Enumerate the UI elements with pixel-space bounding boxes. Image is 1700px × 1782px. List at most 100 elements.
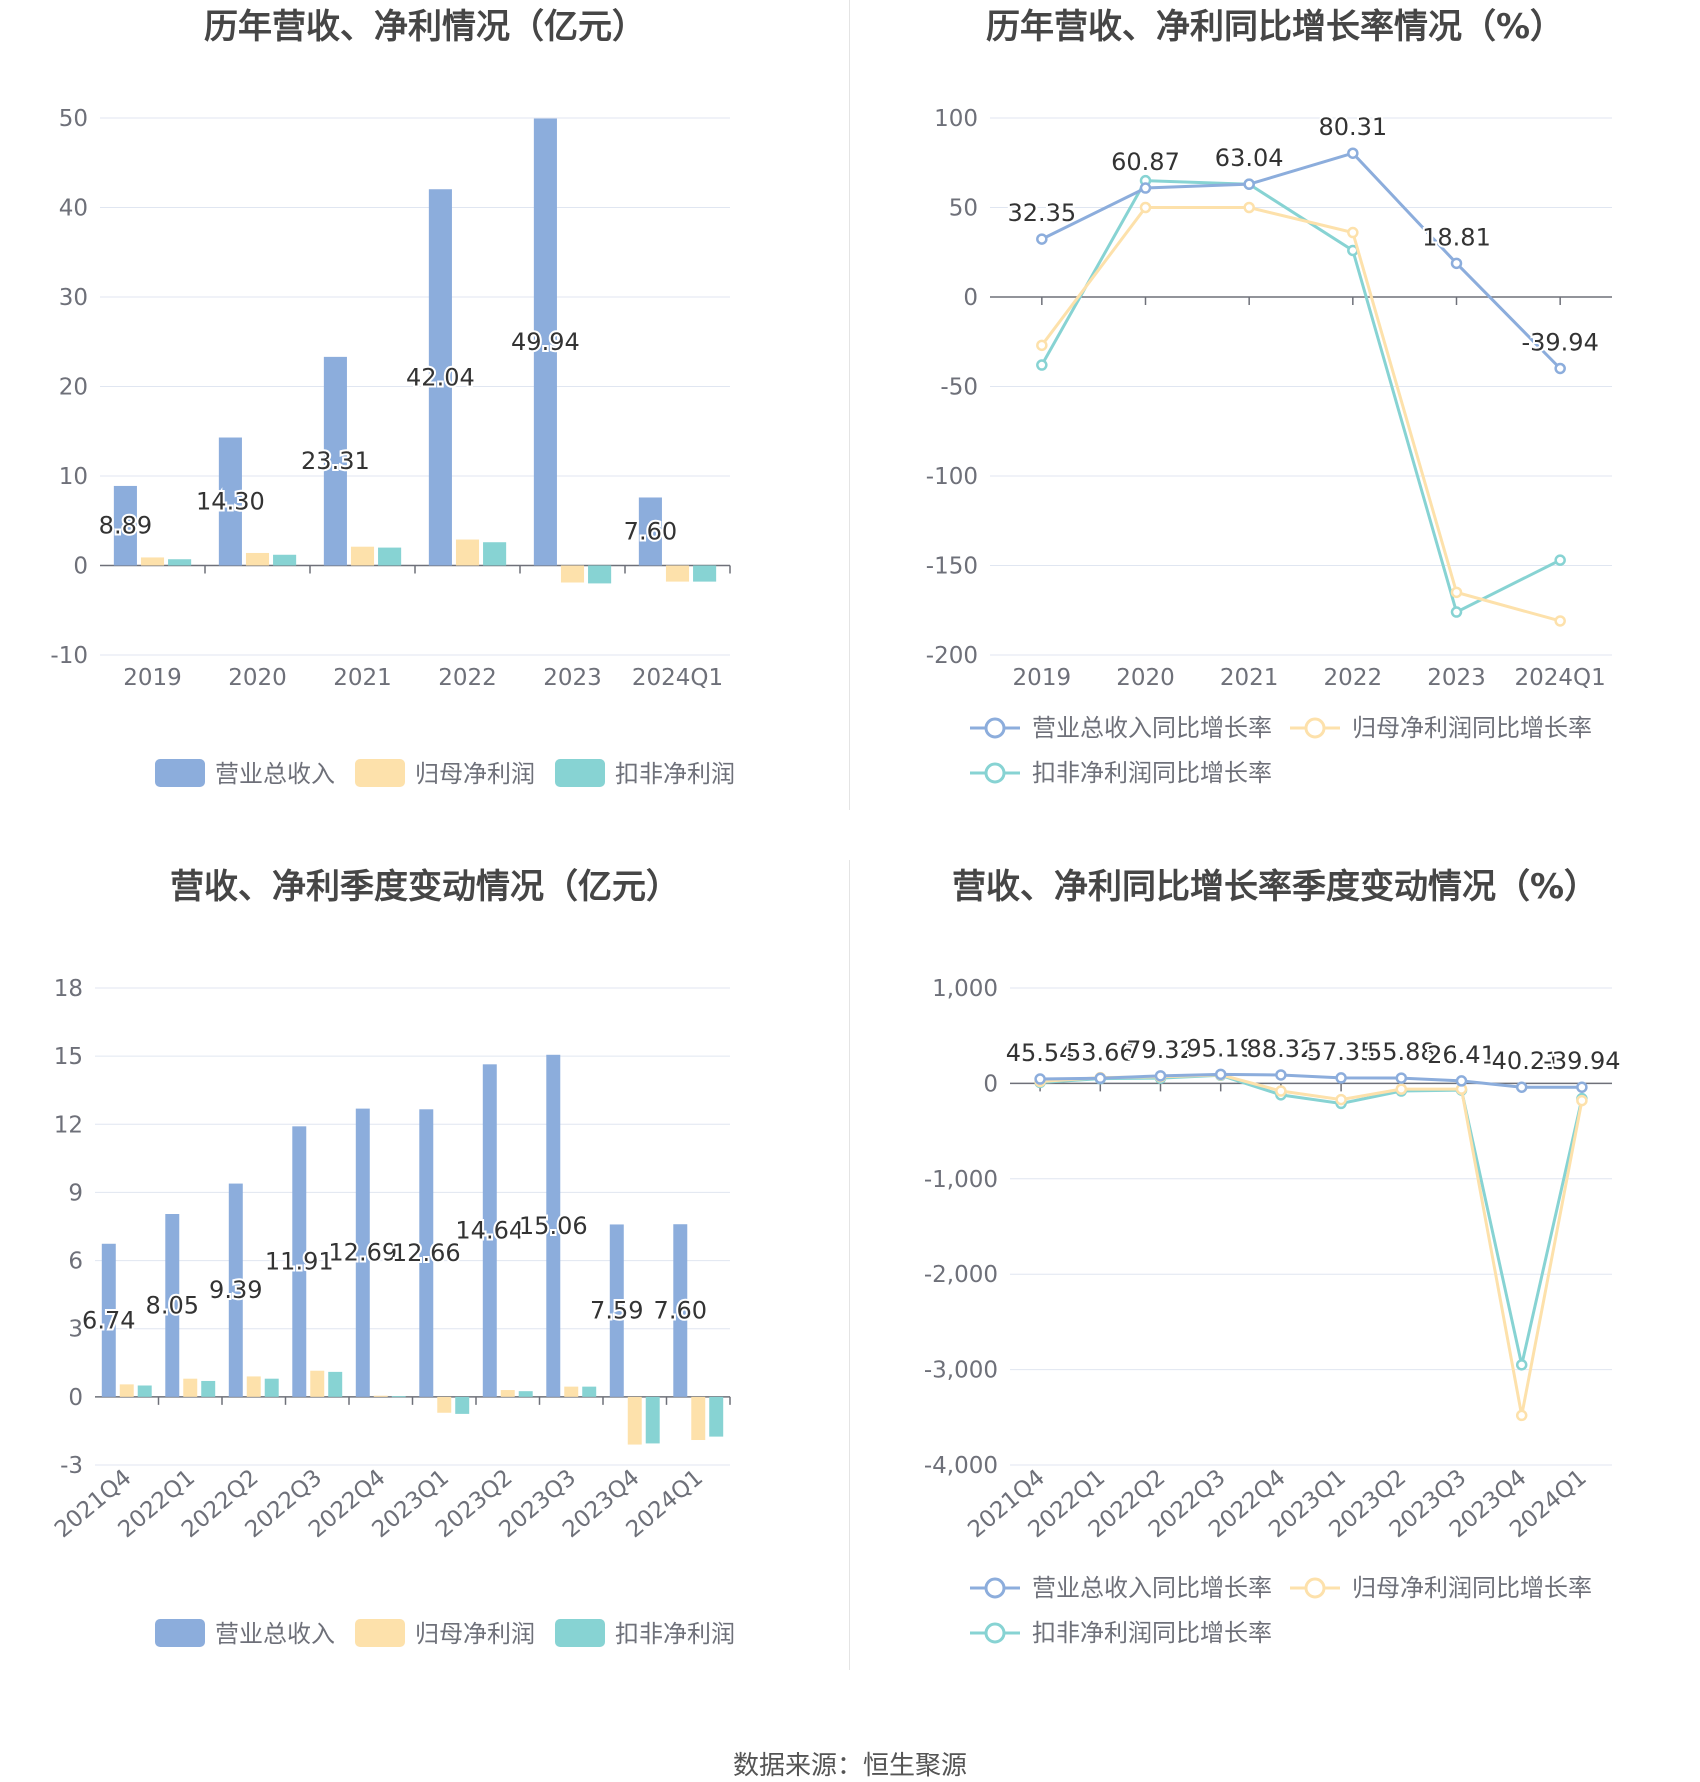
- data-point: [1347, 147, 1359, 159]
- x-tick-label: 2020: [228, 665, 287, 691]
- y-tick-label: -10: [50, 643, 88, 669]
- data-point: [1395, 1072, 1408, 1084]
- data-label: 14.64: [455, 1217, 524, 1245]
- y-tick-label: 100: [934, 106, 978, 132]
- bar-deducted-profit: [328, 1371, 343, 1397]
- data-label: 12.69: [328, 1239, 397, 1267]
- legend-marker: [984, 1622, 1006, 1644]
- x-tick-label: 2022: [1324, 665, 1383, 691]
- data-point: [1450, 586, 1463, 599]
- data-point: [1554, 554, 1566, 566]
- bar-net-profit: [500, 1390, 515, 1397]
- bar-revenue: [482, 1064, 497, 1397]
- y-tick-label: -50: [940, 375, 978, 401]
- data-label: 8.05: [146, 1291, 199, 1319]
- data-point: [1450, 257, 1463, 270]
- data-label: 63.04: [1215, 144, 1284, 172]
- data-point: [1335, 1072, 1347, 1084]
- chart-title: 营收、净利同比增长率季度变动情况（%）: [952, 867, 1598, 907]
- legend-marker: [984, 717, 1006, 739]
- bar-net-profit: [373, 1395, 388, 1397]
- data-label: 6.74: [82, 1306, 135, 1334]
- legend-label: 营业总收入: [215, 760, 335, 788]
- bar-net-profit: [140, 557, 165, 566]
- bar-revenue: [609, 1224, 624, 1397]
- data-point: [1515, 1359, 1528, 1371]
- y-tick-label: -2,000: [924, 1262, 998, 1288]
- bar-net-profit: [560, 565, 585, 583]
- data-label: 79.32: [1126, 1036, 1195, 1064]
- bar-net-profit: [119, 1384, 134, 1397]
- data-label: 26.41: [1427, 1041, 1496, 1069]
- legend-swatch: [155, 759, 205, 787]
- legend-label: 归母净利润: [415, 1620, 535, 1648]
- bar-deducted-profit: [273, 554, 297, 566]
- x-tick-label: 2022: [438, 665, 497, 691]
- bar-deducted-profit: [483, 542, 507, 566]
- data-point: [1347, 226, 1359, 239]
- y-tick-label: 6: [68, 1249, 83, 1275]
- data-label: 8.89: [99, 512, 152, 540]
- bar-deducted-profit: [264, 1378, 279, 1397]
- y-tick-label: 30: [59, 285, 88, 311]
- bar-revenue: [546, 1054, 561, 1397]
- data-point: [1275, 1069, 1287, 1081]
- series-line-deducted-profit-growth: [1040, 1073, 1584, 1366]
- divider-top: [849, 0, 850, 810]
- legend-label: 扣非净利润: [615, 760, 735, 788]
- data-point: [1554, 362, 1566, 375]
- data-point: [1515, 1409, 1528, 1422]
- bar-deducted-profit: [455, 1396, 470, 1414]
- bar-revenue: [428, 189, 452, 566]
- data-label: 11.91: [265, 1248, 334, 1276]
- data-label: -40.21: [1483, 1047, 1560, 1075]
- y-tick-label: -150: [926, 554, 978, 580]
- data-point: [1139, 201, 1152, 214]
- chart-quarterly-growth-rate-svg: 营收、净利同比增长率季度变动情况（%） 1,000 0 -1,000 -2,000 -3,…: [924, 867, 1623, 1647]
- bar-revenue: [101, 1243, 116, 1397]
- y-tick-label: -3,000: [924, 1358, 998, 1384]
- y-tick-label: -200: [926, 643, 978, 669]
- bar-revenue: [533, 118, 557, 566]
- chart-annual-growth-rate: 历年营收、净利同比增长率情况（%） 100 50 0 -50 -100 -150 -200 20…: [850, 0, 1700, 860]
- bar-net-profit: [310, 1370, 325, 1397]
- data-label: 60.87: [1111, 148, 1180, 176]
- bar-deducted-profit: [201, 1380, 216, 1397]
- legend-swatch: [555, 1619, 605, 1647]
- data-label: 7.59: [590, 1297, 643, 1325]
- data-point: [1395, 1083, 1408, 1095]
- y-tick-label: 0: [73, 554, 88, 580]
- data-label: -39.94: [1521, 328, 1598, 356]
- bar-deducted-profit: [518, 1391, 533, 1397]
- x-tick-label: 2021: [1220, 665, 1279, 691]
- legend-swatch: [355, 1619, 405, 1647]
- bar-net-profit: [455, 539, 480, 566]
- x-tick-label: 2019: [123, 665, 182, 691]
- bar-net-profit: [665, 565, 690, 582]
- bar-deducted-profit: [582, 1386, 597, 1397]
- data-point: [1243, 201, 1255, 214]
- data-point: [1455, 1075, 1468, 1087]
- data-label: -39.94: [1543, 1047, 1620, 1075]
- data-point: [1515, 1081, 1528, 1093]
- data-point: [1154, 1070, 1167, 1082]
- bar-revenue: [218, 437, 242, 566]
- legend-label: 扣非净利润: [615, 1620, 735, 1648]
- legend-label: 扣非净利润同比增长率: [1032, 1619, 1272, 1647]
- x-tick-label: 2024Q1: [1515, 665, 1606, 691]
- y-tick-label: -3: [60, 1453, 83, 1479]
- legend-marker: [984, 1577, 1006, 1599]
- data-label: 15.06: [519, 1212, 588, 1240]
- data-label: 18.81: [1422, 223, 1491, 251]
- data-label: 49.94: [511, 328, 580, 356]
- data-label: 45.54: [1006, 1039, 1075, 1067]
- legend-label: 营业总收入: [215, 1620, 335, 1648]
- data-point: [1576, 1094, 1588, 1107]
- data-point: [1094, 1072, 1107, 1085]
- bar-net-profit: [691, 1396, 706, 1441]
- y-tick-label: 0: [963, 285, 978, 311]
- data-label: 7.60: [654, 1297, 707, 1325]
- data-source: 数据来源：恒生聚源: [732, 1751, 967, 1781]
- y-tick-label: 3: [68, 1317, 83, 1343]
- y-tick-label: 0: [983, 1071, 998, 1097]
